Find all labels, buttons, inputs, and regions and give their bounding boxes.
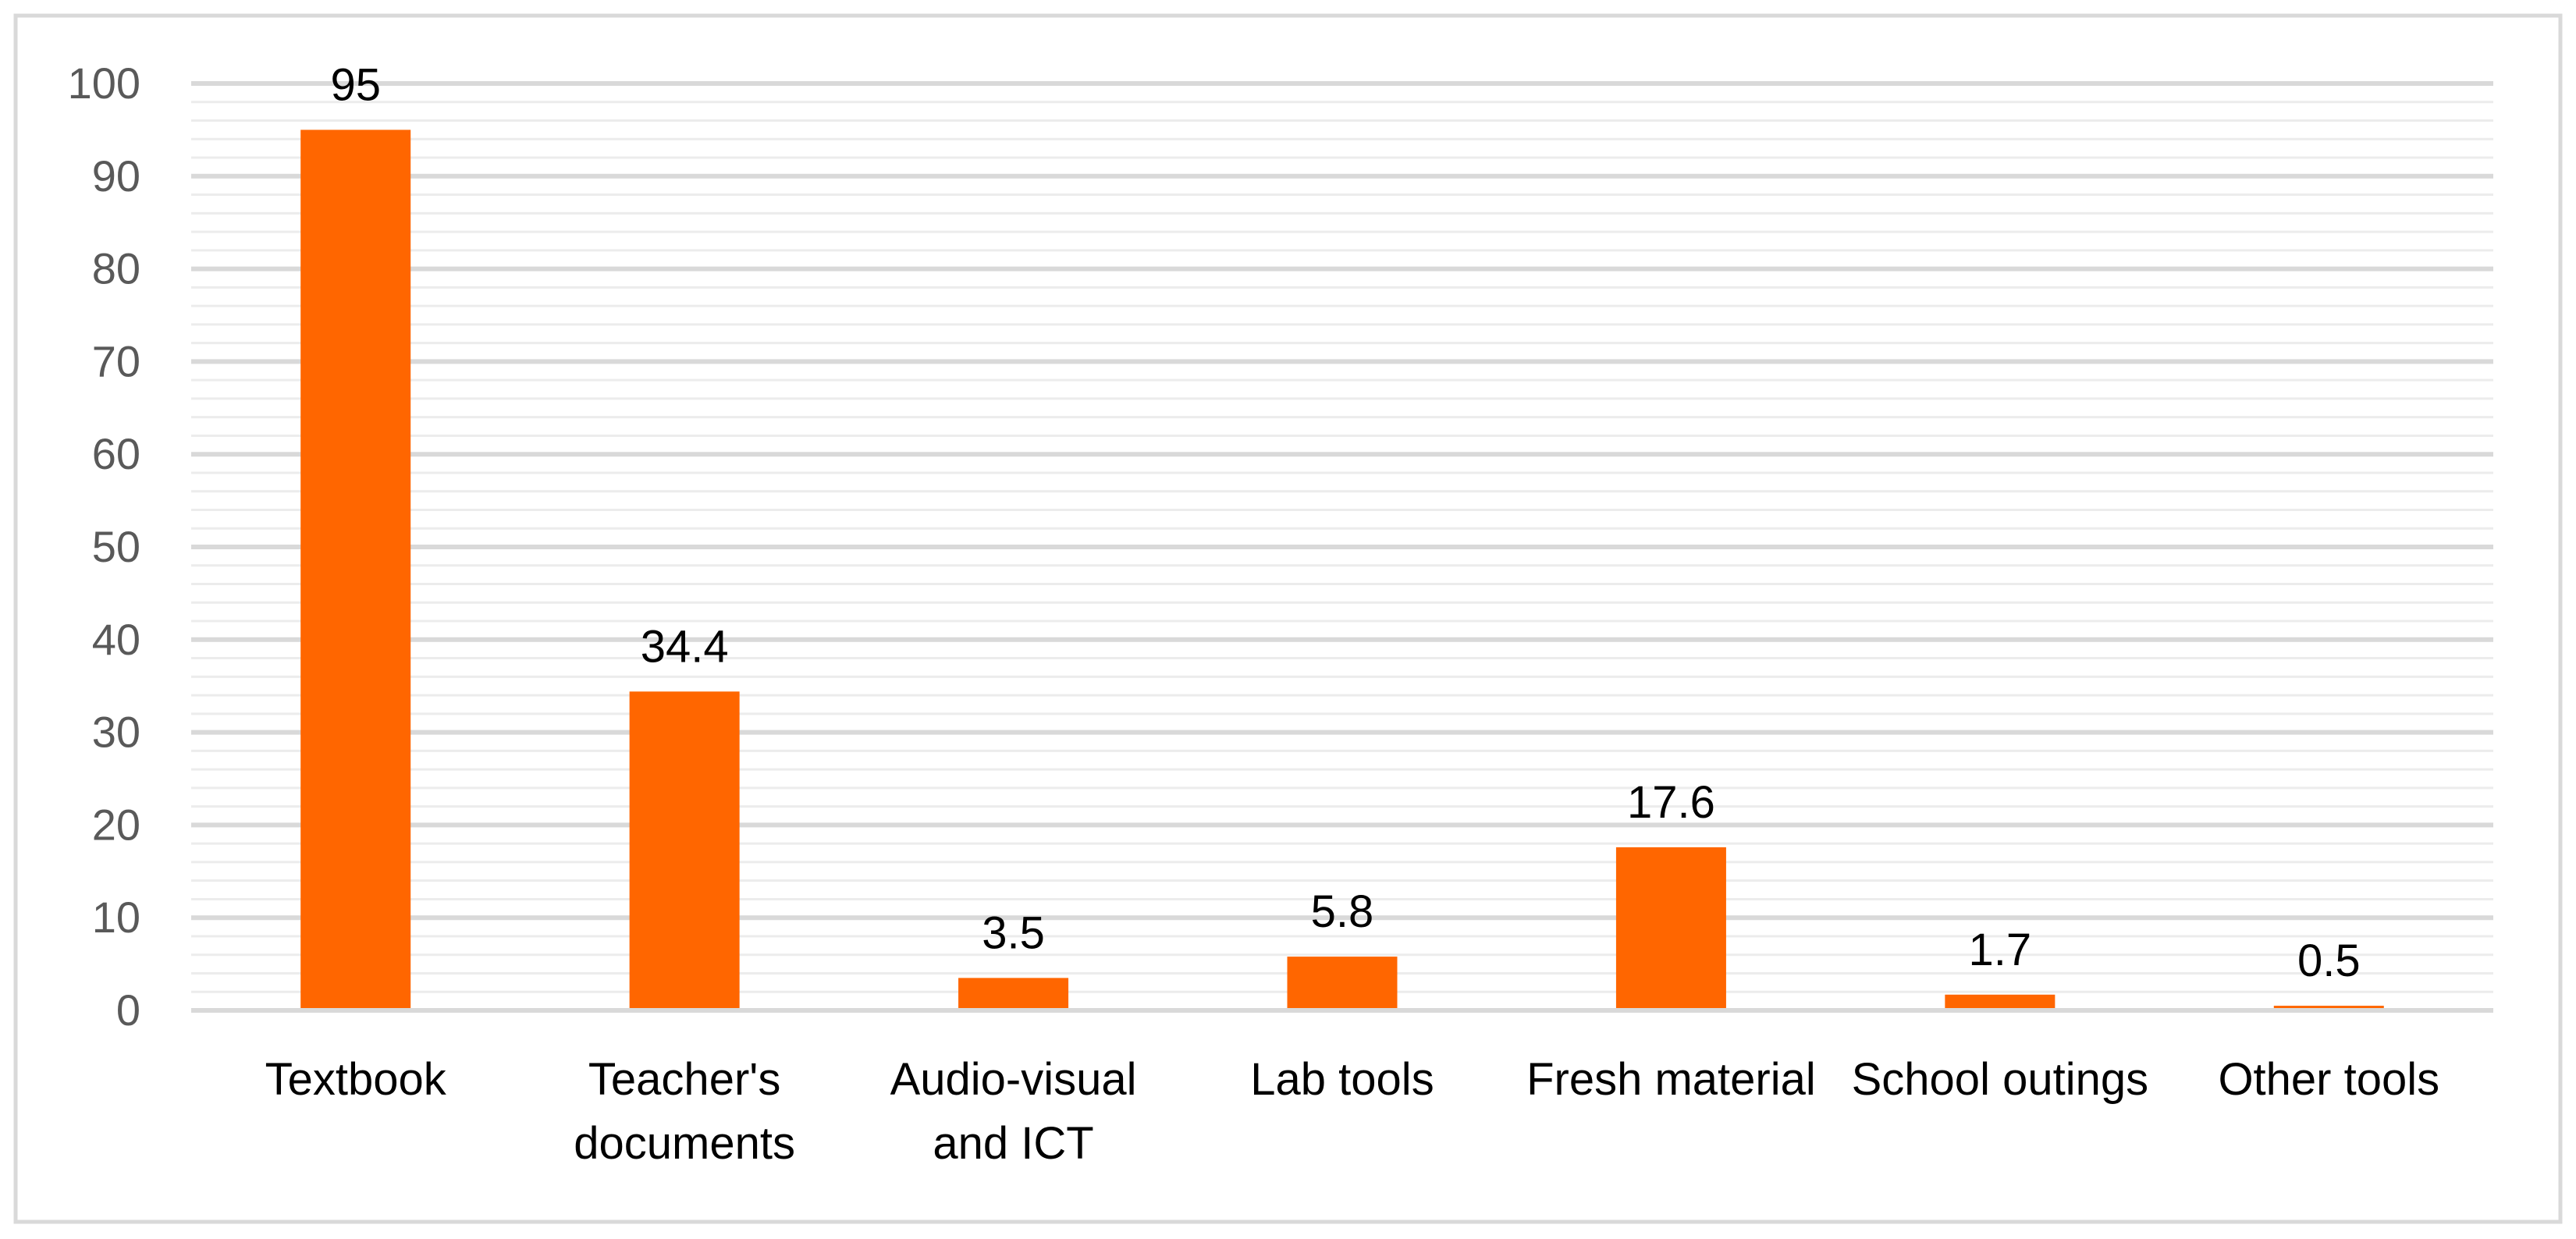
data-label: 95 (330, 59, 381, 110)
y-tick-label: 80 (92, 244, 140, 293)
data-label: 34.4 (641, 621, 729, 672)
y-tick-label: 60 (92, 429, 140, 478)
category-label: Fresh material (1526, 1054, 1816, 1105)
category-label-line: Lab tools (1250, 1054, 1434, 1105)
category-label-line: Other tools (2218, 1054, 2439, 1105)
data-label: 1.7 (1969, 925, 2032, 975)
y-tick-label: 0 (116, 985, 140, 1035)
category-label-line: Fresh material (1526, 1054, 1816, 1105)
y-axis-tick-labels: 0 10 20 30 40 50 60 70 80 90 100 (68, 59, 140, 1035)
category-label: Textbook (265, 1054, 447, 1105)
bar (958, 978, 1069, 1010)
category-label: Audio-visual and ICT (890, 1054, 1137, 1169)
y-tick-label: 30 (92, 708, 140, 757)
major-gridlines (191, 81, 2493, 921)
data-label: 17.6 (1627, 777, 1715, 828)
category-label-line: Textbook (265, 1054, 447, 1105)
bar (1287, 957, 1398, 1010)
y-tick-label: 100 (68, 59, 140, 108)
data-label: 5.8 (1311, 886, 1374, 937)
bar (1945, 994, 2055, 1010)
bar (629, 691, 740, 1010)
data-label: 3.5 (982, 907, 1045, 958)
category-label-line: School outings (1852, 1054, 2148, 1105)
y-tick-label: 20 (92, 800, 140, 849)
bar (1615, 847, 1726, 1010)
minor-gridlines (191, 101, 2493, 993)
category-label-line: and ICT (933, 1118, 1093, 1169)
category-label: School outings (1852, 1054, 2148, 1105)
y-tick-label: 90 (92, 151, 140, 201)
y-tick-label: 10 (92, 893, 140, 942)
category-label: Teacher's documents (574, 1054, 795, 1169)
bar-series (300, 130, 2384, 1010)
y-tick-label: 40 (92, 615, 140, 664)
y-tick-label: 70 (92, 336, 140, 385)
category-labels: Textbook Teacher's documents Audio-visual an… (265, 1054, 2439, 1169)
y-tick-label: 50 (92, 522, 140, 571)
category-label-line: Teacher's (588, 1054, 780, 1105)
bar (300, 130, 411, 1010)
chart-border (13, 13, 2563, 1224)
data-labels: 95 34.4 3.5 5.8 17.6 1.7 0.5 (330, 59, 2360, 986)
data-label: 0.5 (2297, 935, 2361, 986)
category-label: Lab tools (1250, 1054, 1434, 1105)
category-label: Other tools (2218, 1054, 2439, 1105)
category-label-line: documents (574, 1118, 795, 1169)
category-label-line: Audio-visual (890, 1054, 1137, 1105)
